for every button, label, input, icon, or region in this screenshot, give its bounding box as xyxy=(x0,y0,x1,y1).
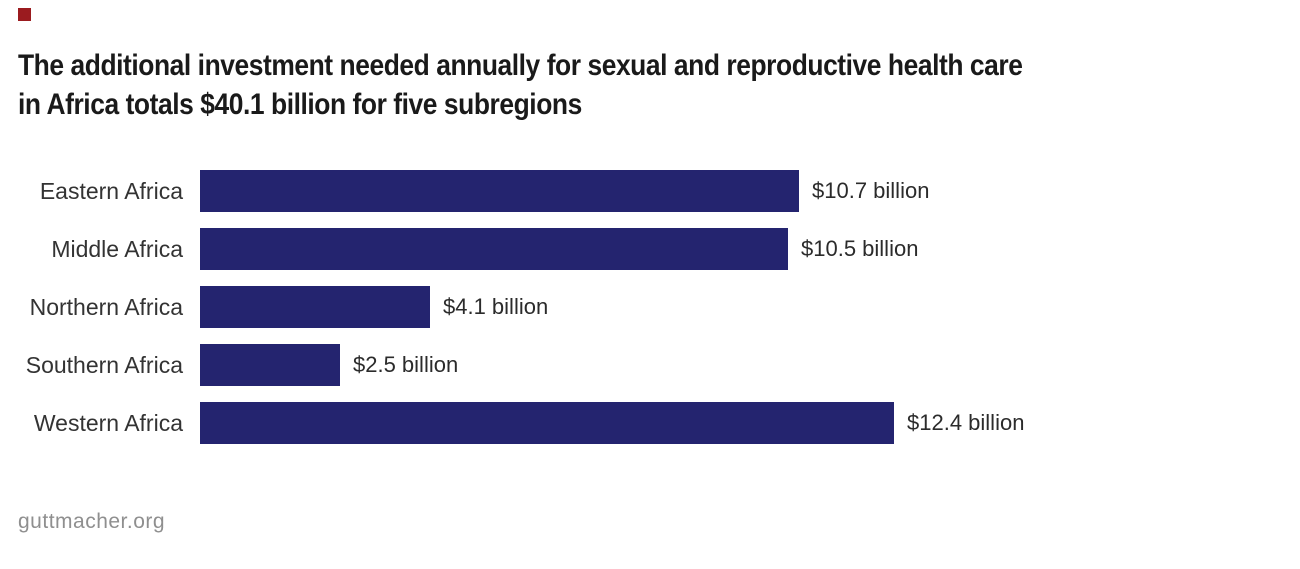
category-label: Northern Africa xyxy=(29,294,183,320)
bar xyxy=(200,228,788,270)
bar-row-western-africa: Western Africa $12.4 billion xyxy=(0,402,1300,444)
bar-row-middle-africa: Middle Africa $10.5 billion xyxy=(0,228,1300,270)
bar-row-eastern-africa: Eastern Africa $10.7 billion xyxy=(0,170,1300,212)
chart-title-line-1: The additional investment needed annuall… xyxy=(18,49,1023,82)
bar xyxy=(200,170,799,212)
value-label: $10.5 billion xyxy=(801,236,919,261)
chart-title-line-2: in Africa totals $40.1 billion for five … xyxy=(18,88,582,121)
value-label: $2.5 billion xyxy=(353,352,459,377)
category-label: Western Africa xyxy=(33,410,183,436)
bar xyxy=(200,402,894,444)
category-label: Southern Africa xyxy=(25,352,183,378)
guttmacher-brand-square-icon xyxy=(18,8,31,21)
bar xyxy=(200,286,430,328)
source-url: guttmacher.org xyxy=(18,510,166,533)
bar xyxy=(200,344,340,386)
value-label: $10.7 billion xyxy=(812,178,930,203)
bar-row-northern-africa: Northern Africa $4.1 billion xyxy=(0,286,1300,328)
chart-title: The additional investment needed annuall… xyxy=(18,46,1023,124)
category-label: Middle Africa xyxy=(51,236,183,262)
bar-chart: Eastern Africa $10.7 billion Middle Afri… xyxy=(0,170,1300,460)
value-label: $12.4 billion xyxy=(907,410,1025,435)
category-label: Eastern Africa xyxy=(39,178,183,204)
bar-row-southern-africa: Southern Africa $2.5 billion xyxy=(0,344,1300,386)
value-label: $4.1 billion xyxy=(443,294,549,319)
